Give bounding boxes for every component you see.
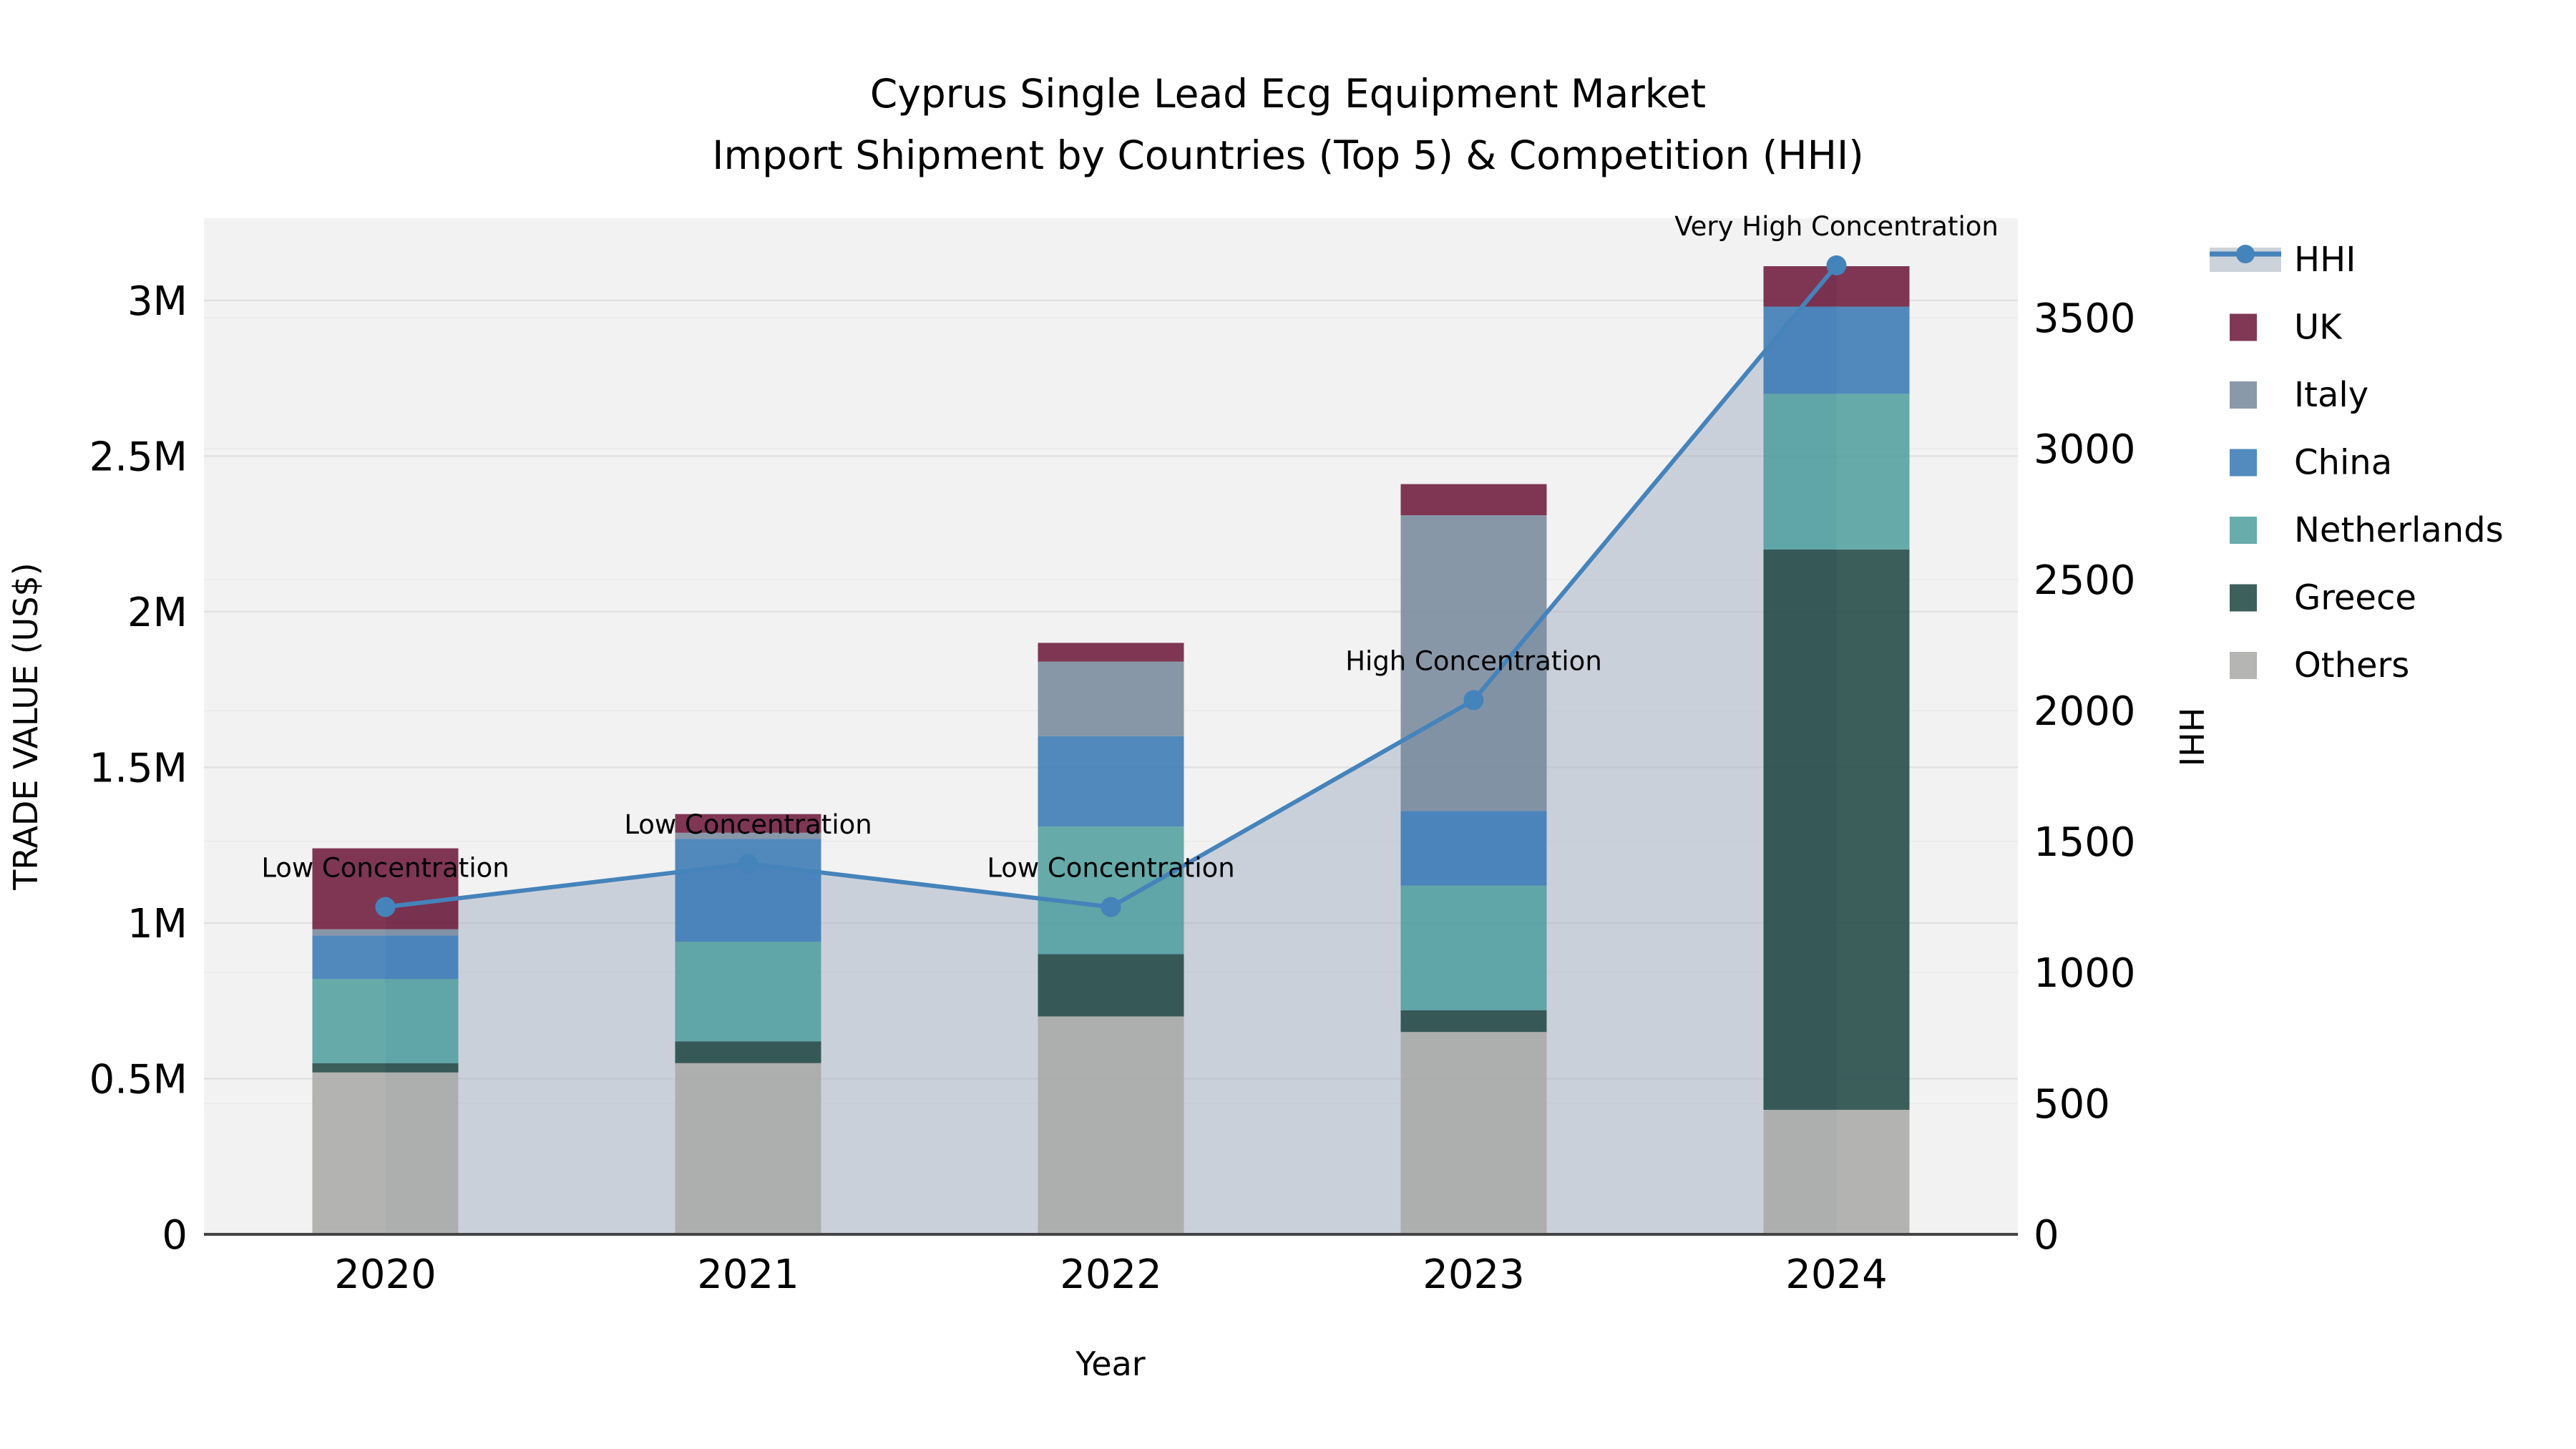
bar-segment-greece-2020[interactable]	[312, 1063, 459, 1073]
y-tick-left-0.5M: 0.5M	[89, 1056, 187, 1103]
legend-swatch-italy	[2230, 381, 2257, 409]
left-axis-title: TRADE VALUE (US$)	[6, 562, 45, 890]
bar-segment-china-2023[interactable]	[1400, 811, 1547, 886]
legend-swatch-uk	[2230, 313, 2257, 341]
bar-segment-italy-2020[interactable]	[312, 929, 459, 936]
legend-swatch-greece	[2230, 584, 2257, 612]
legend: HHI UK Italy China Netherlands Greece Others	[2210, 240, 2504, 686]
y-tick-right-500: 500	[2034, 1081, 2110, 1128]
hhi-marker-2024[interactable]	[1826, 255, 1847, 275]
legend-item-italy[interactable]: Italy	[2230, 375, 2368, 415]
legend-item-netherlands[interactable]: Netherlands	[2230, 510, 2504, 550]
annotation-2021: Low Concentration	[624, 809, 872, 840]
bar-segment-netherlands-2023[interactable]	[1400, 885, 1547, 1010]
legend-item-china[interactable]: China	[2230, 443, 2392, 483]
bar-segment-greece-2021[interactable]	[675, 1041, 821, 1063]
annotation-2023: High Concentration	[1345, 645, 1602, 676]
bar-segment-netherlands-2020[interactable]	[312, 979, 459, 1063]
bar-segment-uk-2022[interactable]	[1038, 643, 1184, 662]
bar-segment-netherlands-2024[interactable]	[1763, 394, 1910, 550]
bar-segment-italy-2023[interactable]	[1400, 515, 1547, 811]
plot-area-layer: Low Concentration Low Concentration Low Co…	[89, 211, 2136, 1298]
y-tick-left-2.5M: 2.5M	[89, 434, 187, 480]
bar-segment-others-2020[interactable]	[312, 1072, 459, 1234]
x-tick-2023: 2023	[1423, 1252, 1525, 1298]
legend-item-hhi[interactable]: HHI	[2210, 240, 2356, 280]
chart-title-line1: Cyprus Single Lead Ecg Equipment Market	[870, 71, 1706, 117]
y-tick-right-2000: 2000	[2034, 688, 2136, 735]
legend-label-italy: Italy	[2294, 375, 2368, 415]
x-tick-2024: 2024	[1785, 1252, 1888, 1298]
y-tick-left-3M: 3M	[127, 278, 187, 325]
legend-item-others[interactable]: Others	[2230, 645, 2409, 686]
bar-segment-china-2022[interactable]	[1038, 736, 1184, 827]
legend-item-greece[interactable]: Greece	[2230, 578, 2416, 618]
legend-swatch-netherlands	[2230, 517, 2257, 544]
y-tick-right-2500: 2500	[2034, 557, 2136, 604]
y-tick-right-0: 0	[2034, 1212, 2059, 1259]
legend-hhi-marker-swatch	[2236, 245, 2255, 263]
bar-segment-others-2021[interactable]	[675, 1063, 821, 1234]
annotation-2024: Very High Concentration	[1674, 211, 1999, 242]
legend-label-others: Others	[2294, 645, 2409, 686]
y-tick-left-1.5M: 1.5M	[89, 745, 187, 791]
right-axis-title: HHI	[2172, 708, 2210, 767]
bar-segment-uk-2023[interactable]	[1400, 484, 1547, 516]
hhi-marker-2022[interactable]	[1101, 897, 1121, 917]
y-tick-left-0: 0	[162, 1212, 187, 1259]
bar-segment-netherlands-2022[interactable]	[1038, 826, 1184, 955]
bar-segment-greece-2024[interactable]	[1763, 549, 1910, 1110]
x-axis-title: Year	[1075, 1345, 1145, 1383]
bar-segment-uk-2021[interactable]	[675, 814, 821, 833]
legend-swatch-others	[2230, 652, 2257, 679]
bar-segment-greece-2022[interactable]	[1038, 954, 1184, 1017]
bar-segment-greece-2023[interactable]	[1400, 1010, 1547, 1033]
hhi-marker-2023[interactable]	[1463, 690, 1484, 711]
legend-swatch-china	[2230, 449, 2257, 477]
bar-segment-others-2023[interactable]	[1400, 1032, 1547, 1234]
legend-label-uk: UK	[2294, 308, 2343, 348]
y-tick-left-1M: 1M	[127, 901, 187, 947]
legend-label-hhi: HHI	[2294, 240, 2356, 280]
legend-label-netherlands: Netherlands	[2294, 510, 2504, 550]
y-tick-right-1500: 1500	[2034, 819, 2136, 866]
annotation-2022: Low Concentration	[987, 853, 1234, 884]
hhi-marker-2021[interactable]	[738, 854, 758, 874]
y-tick-right-1000: 1000	[2034, 950, 2136, 997]
x-tick-2021: 2021	[697, 1252, 799, 1298]
x-tick-2022: 2022	[1060, 1252, 1162, 1298]
bar-segment-italy-2022[interactable]	[1038, 661, 1184, 736]
bar-segment-others-2022[interactable]	[1038, 1016, 1184, 1234]
legend-label-greece: Greece	[2294, 578, 2416, 618]
x-tick-2020: 2020	[334, 1252, 436, 1298]
bar-segment-china-2024[interactable]	[1763, 306, 1910, 394]
bar-segment-netherlands-2021[interactable]	[675, 942, 821, 1042]
bar-segment-china-2020[interactable]	[312, 935, 459, 980]
legend-item-uk[interactable]: UK	[2230, 308, 2343, 348]
bar-segment-italy-2021[interactable]	[675, 832, 821, 839]
y-tick-right-3000: 3000	[2034, 426, 2136, 473]
legend-label-china: China	[2294, 443, 2392, 483]
y-tick-left-2M: 2M	[127, 590, 187, 636]
hhi-marker-2020[interactable]	[375, 897, 396, 917]
chart-title-line2: Import Shipment by Countries (Top 5) & C…	[712, 132, 1863, 178]
annotation-2020: Low Concentration	[261, 853, 509, 884]
bar-segment-others-2024[interactable]	[1763, 1109, 1910, 1234]
y-tick-right-3500: 3500	[2034, 296, 2136, 342]
